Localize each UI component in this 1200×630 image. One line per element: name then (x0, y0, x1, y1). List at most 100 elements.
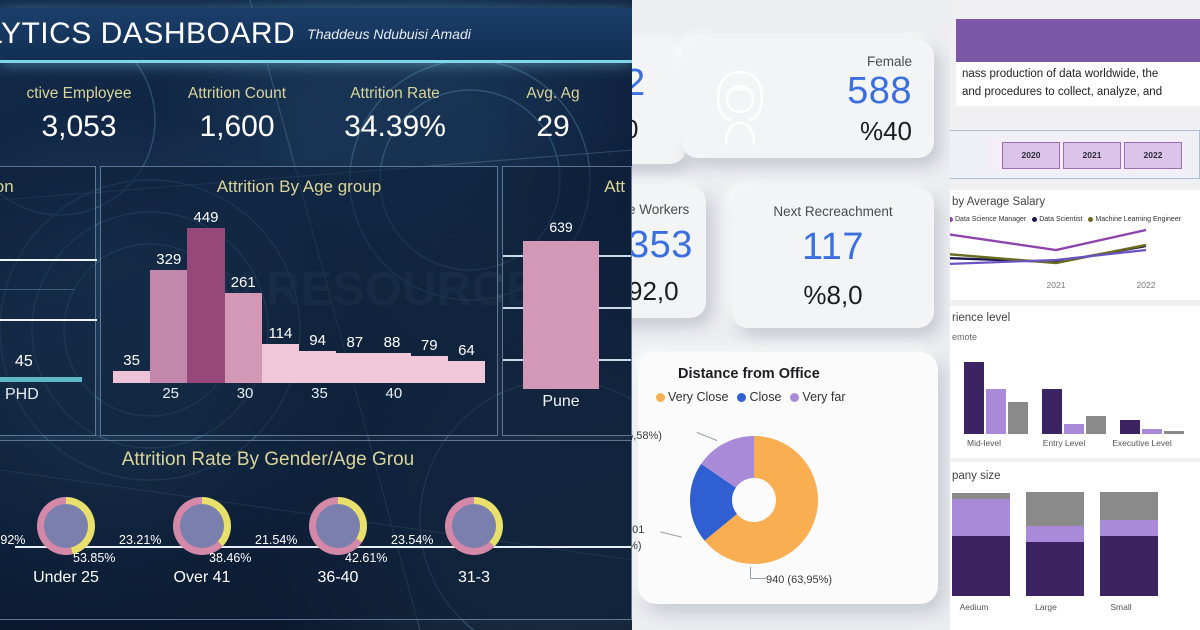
company-stacked-bar[interactable] (952, 493, 1010, 596)
company-bar-segment[interactable] (1026, 492, 1084, 526)
recreachment-label: Next Recreachment (773, 204, 893, 219)
age-bar[interactable]: 87 (336, 334, 374, 383)
age-bar-fill (150, 270, 188, 383)
attrition-by-age-group-card: Attrition By Age group 35 329 449 261 114 94 8… (100, 166, 498, 436)
legend-label: Data Scientist (1039, 216, 1083, 223)
ring-gauge[interactable] (37, 497, 95, 555)
partial-kpi-value: 2 (632, 62, 646, 104)
gender-ring-3[interactable]: 36-40 (305, 497, 371, 587)
grid-line (0, 289, 75, 290)
company-bar-segment[interactable] (952, 499, 1010, 536)
kpi-value: 3,053 (41, 110, 117, 143)
kpi-label: Attrition Rate (350, 85, 440, 102)
experience-bar[interactable] (1064, 424, 1084, 434)
grid-line (0, 259, 97, 261)
experience-bar[interactable] (1086, 416, 1106, 434)
donut-slice-very-far[interactable] (690, 436, 818, 564)
ring-pct-top: 23.21% (119, 533, 162, 547)
legend-label: Data Science Manager (955, 216, 1027, 223)
kpi-value: 1,600 (199, 110, 275, 143)
age-x-axis: 25 30 35 40 (113, 385, 485, 409)
recreachment-value: 117 (801, 226, 865, 268)
kpi-label: Avg. Ag (526, 85, 580, 102)
education-bar-value: 45 (15, 353, 33, 370)
workers-value: 353 (632, 224, 693, 266)
experience-bar[interactable] (1042, 389, 1062, 434)
legend-item-scientist[interactable]: Data Scientist (1032, 216, 1082, 223)
age-bar[interactable]: 329 (150, 251, 188, 383)
kpi-attrition-count: Attrition Count 1,600 (158, 85, 316, 144)
company-bar-segment[interactable] (1026, 542, 1084, 596)
legend-item-close[interactable]: Close (737, 390, 781, 404)
gender-ring-4[interactable]: 31-3 (441, 497, 507, 587)
kpi-value: 29 (536, 110, 570, 143)
age-bar[interactable]: 79 (410, 337, 448, 383)
ring-gauge[interactable] (445, 497, 503, 555)
company-bar-segment[interactable] (1026, 526, 1084, 542)
gender-ring-1[interactable]: Under 25 (33, 497, 99, 587)
year-button-2021[interactable]: 2021 (1063, 141, 1121, 169)
experience-bar[interactable] (1142, 429, 1162, 434)
legend-dot-icon (1088, 217, 1094, 222)
workers-label: e Workers (632, 202, 690, 217)
age-x-tick: 30 (236, 385, 254, 402)
legend-item-very-close[interactable]: Very Close (656, 390, 728, 404)
age-bar-fill (113, 371, 151, 383)
age-bar[interactable]: 114 (261, 325, 300, 383)
legend-dot-icon (1032, 217, 1038, 222)
recreachment-pct: %8,0 (803, 280, 863, 310)
company-bar-segment[interactable] (952, 493, 1010, 499)
experience-bar[interactable] (986, 389, 1006, 434)
year-button-2022[interactable]: 2022 (1124, 141, 1182, 169)
series-line-manager (950, 228, 1147, 252)
ring-pct-top: 21.54% (255, 533, 298, 547)
age-bar[interactable]: 449 (187, 209, 225, 383)
company-bar-segment[interactable] (952, 536, 1010, 596)
age-x-tick: 25 (162, 385, 179, 402)
gender-ring-2[interactable]: Over 41 (169, 497, 235, 587)
experience-level-chart-card: rience level emote Mid-level Entry Level… (950, 306, 1200, 458)
company-stacked-bar[interactable] (1100, 492, 1158, 596)
age-x-tick: 35 (311, 385, 328, 402)
female-kpi-card: Female 588 %40 (682, 40, 934, 158)
company-bar-segment[interactable] (1100, 520, 1158, 536)
kpi-row: ctive Employee 3,053 Attrition Count 1,6… (0, 66, 632, 163)
kpi-label: Attrition Count (187, 85, 287, 102)
experience-bar[interactable] (964, 362, 984, 434)
year-button-2020[interactable]: 2020 (1002, 141, 1060, 169)
age-bar-value: 261 (230, 274, 256, 291)
legend-item-manager[interactable]: Data Science Manager (950, 216, 1026, 223)
experience-chart-title: rience level (952, 312, 1011, 324)
experience-bar[interactable] (1164, 431, 1184, 434)
company-bar-segment[interactable] (1100, 492, 1158, 520)
ring-gauge[interactable] (173, 497, 231, 555)
age-bar[interactable]: 64 (447, 342, 486, 383)
age-bar[interactable]: 94 (299, 332, 337, 383)
salary-line-plot (950, 228, 1147, 265)
year-slicer[interactable]: 2020 2021 2022 (950, 130, 1200, 179)
kpi-attrition-rate: Attrition Rate 34.39% (316, 85, 474, 144)
age-bar-value: 88 (383, 334, 401, 351)
donut-slice-close[interactable] (690, 436, 818, 564)
ring-category-label: Over 41 (173, 569, 231, 586)
age-bar-fill (410, 356, 448, 383)
legend-label: Very far (802, 390, 846, 404)
workers-kpi-card: e Workers 353 92,0 (632, 186, 706, 318)
age-bar-value: 35 (123, 352, 140, 369)
legend-item-very-far[interactable]: Very far (790, 390, 846, 404)
experience-bar[interactable] (1120, 420, 1140, 434)
legend-dot-icon (737, 392, 747, 402)
ring-gauge[interactable] (309, 497, 367, 555)
age-bar[interactable]: 88 (373, 334, 411, 383)
legend-label: Machine Learning Engineer (1095, 216, 1182, 223)
ring-pct-top: 23.54% (391, 533, 434, 547)
donut-legend: Very Close Close Very far (656, 390, 846, 404)
experience-bar[interactable] (1008, 402, 1028, 434)
female-pct: %40 (859, 116, 912, 146)
legend-item-ml-engineer[interactable]: Machine Learning Engineer (1088, 216, 1181, 223)
age-bar[interactable]: 261 (224, 274, 262, 383)
attrition-by-city-card: Att 639 Pune (502, 166, 632, 436)
company-stacked-bar[interactable] (1026, 492, 1084, 596)
company-bar-segment[interactable] (1100, 536, 1158, 596)
age-bar[interactable]: 35 (113, 352, 151, 383)
